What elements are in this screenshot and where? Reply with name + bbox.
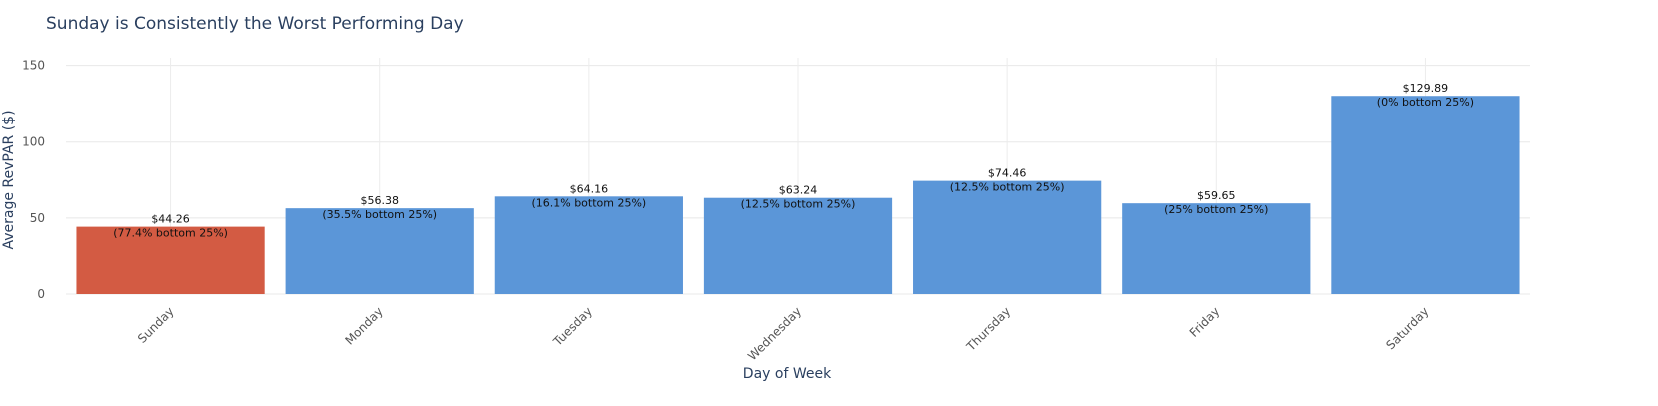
bar-value-label: $44.26 (151, 213, 190, 226)
bar-value-label: $129.89 (1403, 82, 1449, 95)
bar-wednesday (703, 197, 893, 294)
bar-sub-label: (25% bottom 25%) (1164, 203, 1268, 216)
bar-sub-label: (12.5% bottom 25%) (950, 181, 1065, 194)
bar-tuesday (494, 196, 683, 294)
y-tick-label: 50 (30, 211, 45, 225)
bar-sub-label: (35.5% bottom 25%) (322, 208, 437, 221)
x-tick-label: Saturday (1383, 304, 1431, 352)
y-axis-ticks: 0 50 100 150 (22, 59, 45, 301)
y-tick-label: 150 (22, 59, 45, 73)
x-tick-label: Monday (342, 304, 385, 347)
bar-friday (1122, 203, 1311, 294)
y-tick-label: 0 (37, 287, 45, 301)
x-tick-label: Thursday (963, 304, 1013, 354)
x-tick-label: Tuesday (550, 304, 595, 349)
bar-value-label: $56.38 (360, 194, 399, 207)
x-tick-label: Wednesday (745, 304, 804, 363)
bar-sub-label: (0% bottom 25%) (1377, 96, 1474, 109)
bar-labels: $44.26(77.4% bottom 25%) $56.38(35.5% bot… (113, 82, 1474, 239)
bar-monday (285, 208, 474, 294)
y-axis-title: Average RevPAR ($) (1, 110, 17, 249)
bar-value-label: $59.65 (1197, 189, 1236, 202)
bar-sub-label: (77.4% bottom 25%) (113, 227, 228, 240)
bar-value-label: $74.46 (988, 167, 1027, 180)
bar-saturday (1331, 96, 1520, 295)
bar-thursday (913, 180, 1102, 294)
x-tick-label: Sunday (135, 304, 177, 346)
chart-title: Sunday is Consistently the Worst Perform… (46, 14, 464, 34)
bars (76, 96, 1520, 295)
bar-sub-label: (12.5% bottom 25%) (741, 198, 856, 211)
bar-value-label: $64.16 (570, 182, 609, 195)
bar-sub-label: (16.1% bottom 25%) (531, 196, 646, 209)
bar-sunday (76, 226, 265, 294)
x-axis-title: Day of Week (743, 366, 832, 382)
bar-value-label: $63.24 (779, 184, 818, 197)
y-tick-label: 100 (22, 135, 45, 149)
x-axis-ticks: Sunday Monday Tuesday Wednesday Thursday Frid… (135, 304, 1432, 363)
x-tick-label: Friday (1187, 304, 1223, 340)
